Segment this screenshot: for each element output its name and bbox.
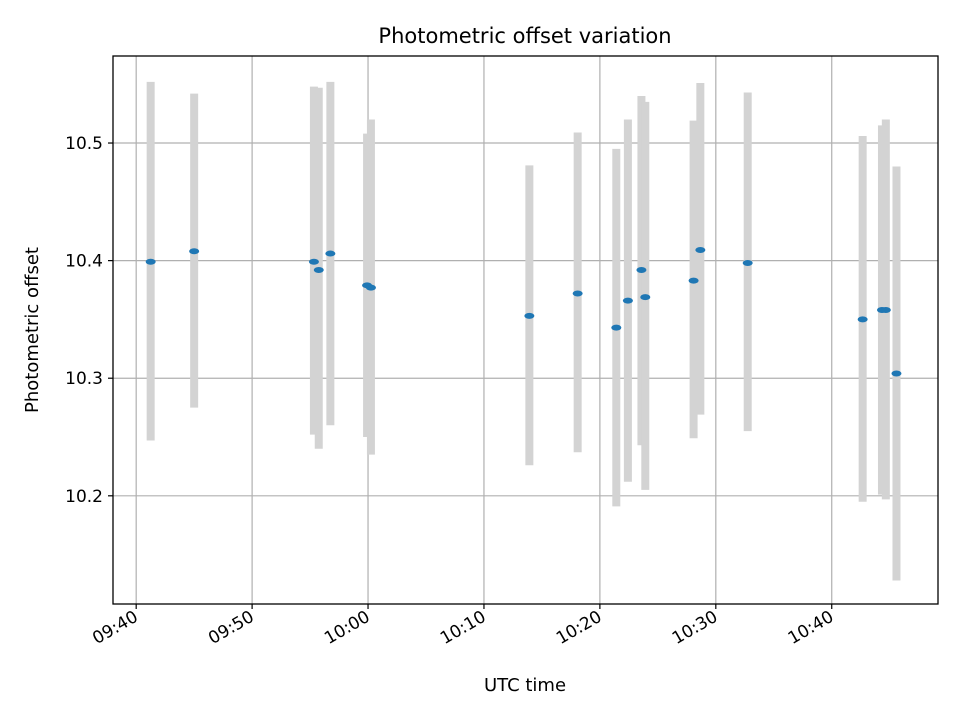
plot-frame	[112, 55, 939, 605]
data-point	[145, 258, 156, 265]
data-point	[695, 247, 706, 254]
data-point	[524, 312, 535, 319]
data-point	[313, 267, 324, 274]
data-point	[640, 294, 651, 301]
x-axis-label: UTC time	[484, 675, 566, 696]
data-point	[636, 267, 647, 274]
data-point	[622, 297, 633, 304]
data-point	[365, 284, 376, 291]
y-tick-label: 10.3	[65, 369, 103, 389]
y-tick-label: 10.2	[65, 487, 103, 507]
data-point	[688, 277, 699, 284]
chart-title: Photometric offset variation	[378, 24, 671, 48]
data-markers	[145, 247, 902, 377]
data-point	[857, 316, 868, 323]
data-point	[325, 250, 336, 257]
data-point	[880, 307, 891, 314]
data-point	[189, 248, 200, 255]
data-point	[572, 290, 583, 297]
y-axis-ticks: 10.2 10.3 10.4 10.5	[65, 134, 113, 507]
data-point	[891, 370, 902, 377]
data-point	[611, 324, 622, 331]
data-point	[742, 259, 753, 266]
y-tick-label: 10.4	[65, 252, 103, 272]
data-point	[308, 258, 319, 265]
y-axis-label: Photometric offset	[22, 247, 43, 413]
y-tick-label: 10.5	[65, 134, 103, 154]
